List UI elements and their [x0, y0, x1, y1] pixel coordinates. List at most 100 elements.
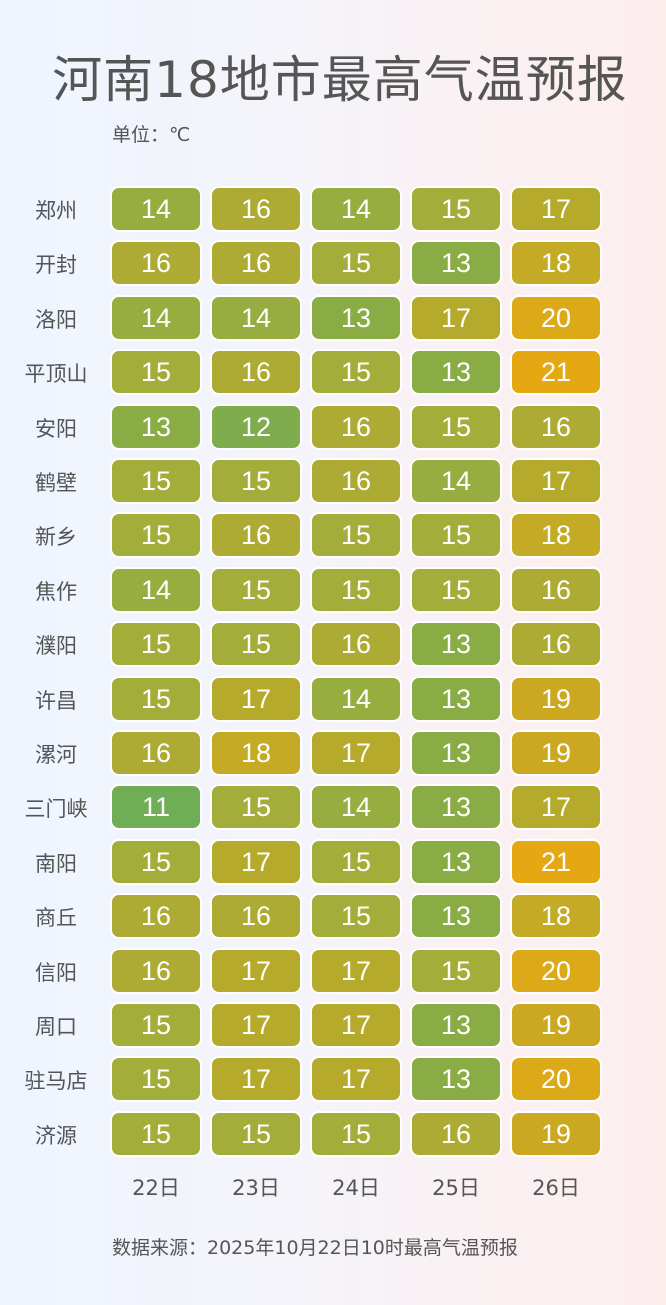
temperature-cell: 15: [410, 512, 502, 559]
city-label: 平顶山: [24, 362, 88, 387]
city-label: 洛阳: [35, 307, 77, 332]
temperature-cell: 17: [210, 675, 302, 722]
temperature-cell: 13: [410, 784, 502, 831]
temperature-cell: 15: [210, 566, 302, 613]
date-label: 25日: [432, 1176, 480, 1200]
temperature-cell: 15: [310, 838, 402, 885]
city-label: 济源: [35, 1123, 77, 1148]
temperature-cell: 19: [510, 675, 602, 722]
temperature-cell: 13: [410, 1056, 502, 1103]
temperature-cell: 17: [510, 186, 602, 232]
temperature-cell: 15: [110, 1110, 202, 1157]
temperature-cell: 16: [310, 458, 402, 504]
temperature-cell: 15: [410, 947, 502, 994]
temperature-cell: 15: [110, 458, 202, 504]
temperature-cell: 15: [110, 349, 202, 396]
table-row: 驻马店 15 17 17 13 20: [0, 1056, 666, 1106]
table-row: 开封 16 16 15 13 18: [0, 240, 666, 290]
temperature-cell: 16: [210, 512, 302, 559]
temperature-cell: 13: [410, 675, 502, 722]
temperature-cell: 16: [210, 349, 302, 396]
temperature-cell: 14: [210, 294, 302, 341]
city-label: 鹤壁: [35, 471, 77, 495]
temperature-cell: 11: [110, 784, 202, 831]
temperature-cell: 13: [310, 294, 402, 341]
temperature-cell: 17: [310, 730, 402, 776]
table-row: 三门峡 11 15 14 13 17: [0, 784, 666, 834]
temperature-cell: 16: [510, 566, 602, 613]
temperature-cell: 15: [210, 1110, 302, 1157]
temperature-cell: 14: [110, 186, 202, 232]
temperature-cell: 14: [110, 294, 202, 341]
temperature-cell: 16: [110, 730, 202, 776]
table-row: 平顶山 15 16 15 13 21: [0, 349, 666, 399]
table-row: 漯河 16 18 17 13 19: [0, 730, 666, 780]
temperature-cell: 14: [310, 784, 402, 831]
temperature-cell: 13: [410, 838, 502, 885]
temperature-cell: 14: [310, 186, 402, 232]
temperature-cell: 19: [510, 1002, 602, 1048]
unit-label: 单位：℃: [112, 124, 191, 146]
date-axis: 22日 23日 24日 25日 26日: [0, 1172, 666, 1202]
city-label: 驻马店: [24, 1069, 88, 1094]
city-label: 开封: [35, 253, 77, 278]
temperature-cell: 15: [210, 784, 302, 831]
temperature-cell: 20: [510, 294, 602, 341]
temperature-cell: 17: [210, 1002, 302, 1048]
table-row: 安阳 13 12 16 15 16: [0, 403, 666, 454]
temperature-cell: 15: [310, 349, 402, 396]
temperature-cell: 14: [410, 458, 502, 504]
temperature-cell: 15: [410, 186, 502, 232]
city-label: 濮阳: [35, 634, 77, 659]
temperature-cell: 16: [110, 240, 202, 287]
temperature-cell: 17: [310, 1002, 402, 1048]
temperature-cell: 15: [410, 566, 502, 613]
city-label: 郑州: [35, 199, 77, 223]
city-label: 周口: [35, 1015, 77, 1039]
temperature-cell: 15: [110, 512, 202, 559]
date-label: 22日: [132, 1176, 180, 1200]
temperature-cell: 16: [410, 1110, 502, 1157]
city-label: 漯河: [35, 743, 77, 767]
temperature-cell: 17: [210, 838, 302, 885]
table-row: 商丘 16 16 15 13 18: [0, 893, 666, 943]
temperature-cell: 18: [210, 730, 302, 776]
temperature-cell: 16: [310, 403, 402, 450]
temperature-cell: 21: [510, 349, 602, 396]
temperature-cell: 21: [510, 838, 602, 885]
temperature-cell: 19: [510, 1110, 602, 1157]
date-label: 23日: [232, 1176, 280, 1200]
date-label: 24日: [332, 1176, 380, 1200]
temperature-cell: 15: [310, 893, 402, 940]
temperature-cell: 15: [110, 838, 202, 885]
table-row: 周口 15 17 17 13 19: [0, 1002, 666, 1052]
temperature-cell: 16: [310, 621, 402, 668]
temperature-cell: 18: [510, 893, 602, 940]
temperature-cell: 15: [310, 512, 402, 559]
temperature-cell: 13: [410, 1002, 502, 1048]
temperature-cell: 16: [510, 621, 602, 668]
temperature-cell: 16: [510, 403, 602, 450]
temperature-cell: 17: [210, 947, 302, 994]
temperature-cell: 15: [110, 1056, 202, 1103]
table-row: 焦作 14 15 15 15 16: [0, 566, 666, 617]
table-row: 濮阳 15 15 16 13 16: [0, 621, 666, 671]
temperature-cell: 18: [510, 512, 602, 559]
chart-title: 河南18地市最高气温预报: [52, 51, 628, 109]
temperature-cell: 15: [110, 675, 202, 722]
city-label: 商丘: [35, 906, 77, 931]
temperature-cell: 16: [210, 893, 302, 940]
temperature-cell: 15: [410, 403, 502, 450]
temperature-cell: 13: [410, 240, 502, 287]
table-row: 信阳 16 17 17 15 20: [0, 947, 666, 998]
date-label: 26日: [532, 1176, 580, 1200]
table-row: 郑州 14 16 14 15 17: [0, 186, 666, 236]
temperature-cell: 18: [510, 240, 602, 287]
city-label: 许昌: [35, 688, 77, 713]
table-row: 新乡 15 16 15 15 18: [0, 512, 666, 562]
temperature-cell: 16: [110, 947, 202, 994]
table-row: 许昌 15 17 14 13 19: [0, 675, 666, 726]
city-label: 安阳: [35, 416, 77, 441]
temperature-cell: 13: [410, 730, 502, 776]
temperature-cell: 13: [410, 349, 502, 396]
